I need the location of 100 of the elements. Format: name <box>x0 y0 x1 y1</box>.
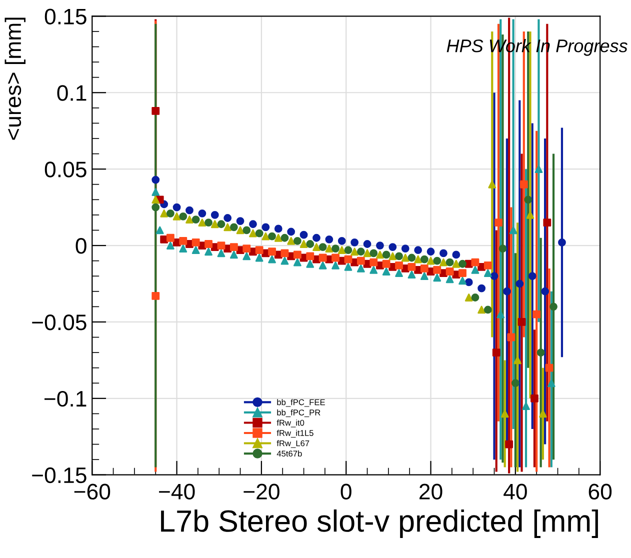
point <box>420 272 428 280</box>
point <box>446 268 454 276</box>
point <box>382 260 390 268</box>
point <box>484 306 492 314</box>
point <box>186 206 194 214</box>
point <box>344 255 352 264</box>
point <box>306 260 314 268</box>
point <box>452 260 460 268</box>
point <box>464 278 473 286</box>
point <box>363 240 372 248</box>
point <box>524 196 532 204</box>
point <box>408 254 416 262</box>
point <box>528 272 536 280</box>
point <box>166 242 174 250</box>
point <box>401 254 410 262</box>
point <box>530 394 538 402</box>
legend-label: bb_fPC_PR <box>277 409 320 418</box>
point <box>300 230 308 239</box>
point <box>452 250 460 259</box>
point <box>526 210 534 219</box>
point <box>494 218 502 227</box>
point <box>350 238 359 246</box>
point <box>500 410 509 418</box>
point <box>511 379 520 388</box>
point <box>484 269 492 277</box>
point <box>166 234 174 242</box>
point <box>503 287 511 296</box>
point <box>217 249 226 258</box>
point <box>192 216 200 224</box>
point <box>408 262 416 271</box>
point <box>536 348 545 356</box>
point <box>388 243 397 251</box>
point <box>262 232 270 240</box>
point <box>338 236 346 245</box>
point <box>242 252 251 260</box>
point <box>224 223 232 232</box>
point <box>312 243 320 251</box>
point <box>325 235 334 244</box>
point <box>287 228 296 236</box>
point <box>458 269 466 277</box>
point <box>186 216 194 224</box>
point <box>332 244 340 253</box>
point <box>179 236 188 245</box>
point <box>152 188 160 196</box>
point <box>420 264 428 272</box>
point <box>356 256 365 265</box>
point <box>490 272 498 280</box>
point <box>518 318 526 326</box>
point <box>458 276 466 285</box>
point <box>293 250 302 259</box>
legend-label: 45t67b <box>276 450 302 457</box>
point <box>509 226 518 234</box>
y-tick-label: −0.05 <box>32 314 86 330</box>
point <box>217 242 226 250</box>
point <box>370 249 378 258</box>
point <box>478 306 486 314</box>
point <box>293 236 302 245</box>
point <box>318 254 327 262</box>
point <box>179 212 188 220</box>
point <box>492 348 500 356</box>
point <box>376 250 384 259</box>
point <box>332 254 340 262</box>
point <box>356 264 365 272</box>
point <box>471 258 480 266</box>
point <box>236 226 244 234</box>
point <box>287 236 296 245</box>
point <box>505 440 514 448</box>
x-tick-label: −40 <box>159 484 195 500</box>
point <box>236 217 244 226</box>
point <box>325 244 334 253</box>
point <box>274 224 282 233</box>
point <box>204 248 212 256</box>
y-tick-label: −0.15 <box>32 467 86 484</box>
point <box>507 333 516 342</box>
x-tick-label: 0 <box>340 484 352 500</box>
point <box>550 302 558 311</box>
point <box>300 240 308 248</box>
point <box>545 364 554 372</box>
point <box>414 246 422 254</box>
point <box>516 280 524 288</box>
point <box>152 203 160 212</box>
point <box>230 243 238 251</box>
point <box>152 176 160 184</box>
point <box>541 287 550 296</box>
point <box>332 261 340 270</box>
point <box>395 261 403 270</box>
point <box>172 203 181 212</box>
point <box>370 258 378 266</box>
point <box>160 209 168 218</box>
point <box>488 180 496 188</box>
point <box>446 275 454 284</box>
point <box>350 248 359 256</box>
y-tick-label: 0.15 <box>44 8 86 24</box>
point <box>532 310 541 318</box>
point <box>274 234 282 242</box>
point <box>382 268 390 276</box>
point <box>268 232 276 240</box>
point <box>543 218 552 227</box>
point <box>471 266 480 274</box>
point <box>179 244 188 253</box>
